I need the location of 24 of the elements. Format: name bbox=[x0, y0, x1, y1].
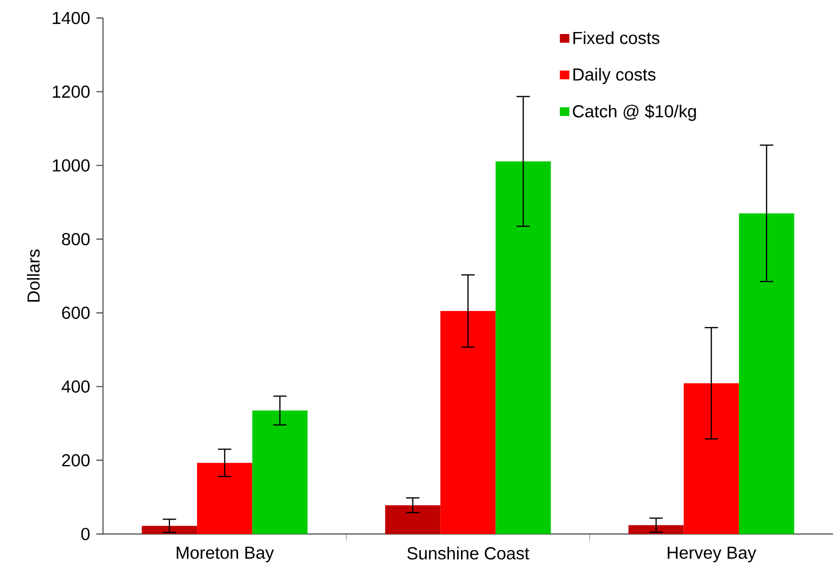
y-tick-label: 1200 bbox=[52, 86, 90, 98]
y-tick-label: 0 bbox=[81, 528, 90, 540]
bar bbox=[385, 505, 440, 534]
y-tick-label: 600 bbox=[62, 306, 90, 320]
bar bbox=[252, 410, 308, 534]
y-tick-label: 200 bbox=[62, 454, 90, 466]
bar bbox=[142, 526, 198, 534]
legend-label: Fixed costs bbox=[573, 31, 660, 44]
y-tick-label: 1000 bbox=[52, 159, 90, 172]
x-tick-label: Hervey Bay bbox=[668, 546, 756, 562]
legend-label: Daily costs bbox=[573, 68, 656, 84]
x-tick-label: Sunshine Coast bbox=[407, 546, 530, 560]
y-tick-label: 1400 bbox=[52, 12, 90, 24]
bar bbox=[628, 525, 684, 534]
x-tick-label: Moreton Bay bbox=[176, 546, 274, 562]
bar bbox=[684, 383, 739, 534]
y-tick-label: 400 bbox=[62, 380, 90, 393]
bar bbox=[738, 213, 794, 534]
y-axis-title: Dollars bbox=[26, 250, 40, 302]
bar bbox=[197, 462, 252, 534]
bar bbox=[496, 161, 551, 534]
y-tick-label: 800 bbox=[62, 232, 90, 246]
bar bbox=[440, 311, 496, 534]
legend-label: Catch @ $10/kg bbox=[572, 104, 696, 121]
